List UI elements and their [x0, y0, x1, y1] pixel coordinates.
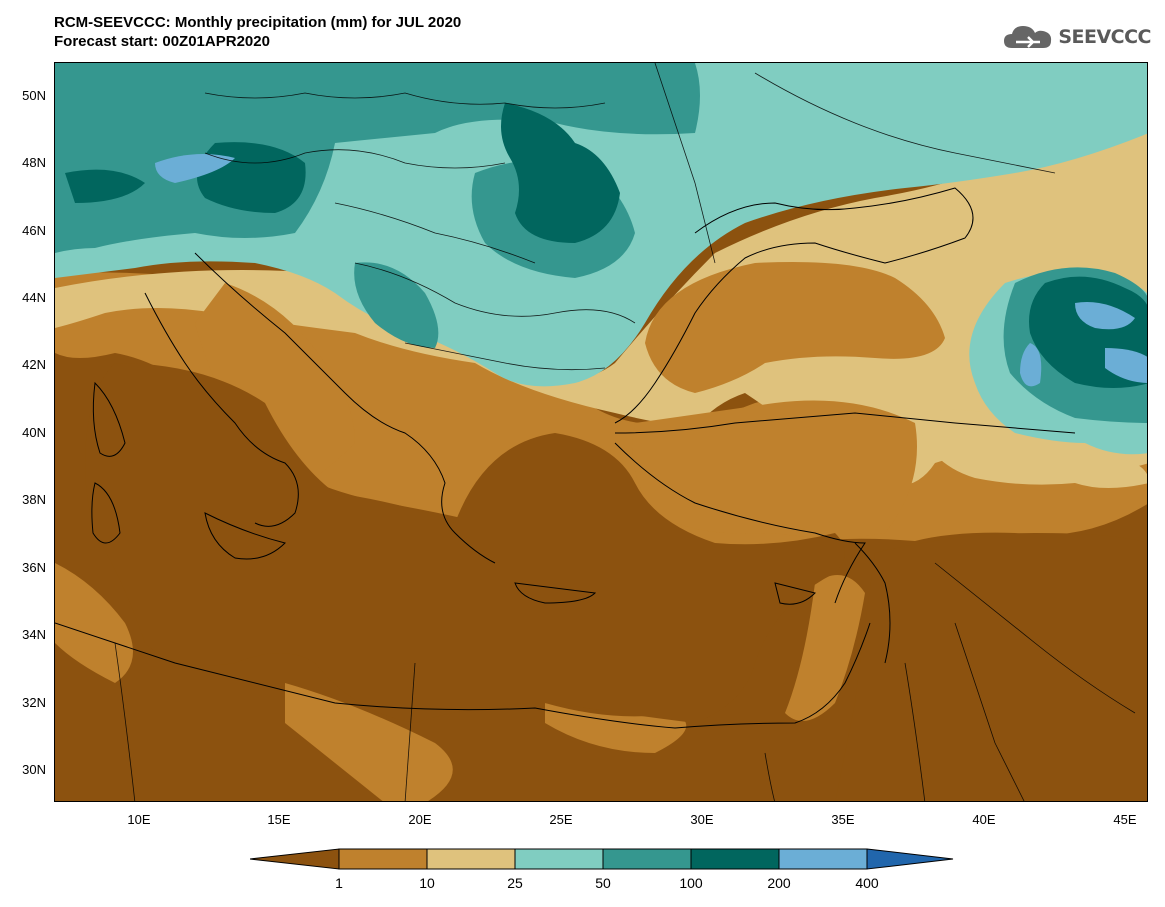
legend-label: 400 — [855, 875, 879, 891]
lon-label: 20E — [408, 812, 432, 827]
lon-label: 40E — [972, 812, 996, 827]
precipitation-map — [54, 62, 1148, 802]
legend-swatch-200-400 — [778, 848, 868, 870]
zone-200-400 — [1020, 343, 1042, 387]
lon-label: 15E — [267, 812, 291, 827]
legend-label: 50 — [595, 875, 611, 891]
zone-50-100 — [55, 63, 700, 253]
coastlines — [55, 187, 1076, 729]
lat-label: 42N — [22, 357, 46, 372]
legend-swatch-100-200 — [690, 848, 780, 870]
zone-1-10-anatolia — [632, 400, 917, 538]
lat-label: 38N — [22, 492, 46, 507]
lat-label: 30N — [22, 762, 46, 777]
zone-1-10 — [785, 575, 865, 721]
lon-label: 35E — [831, 812, 855, 827]
legend-label: 100 — [679, 875, 703, 891]
logo-text: SEEVCCC — [1058, 26, 1151, 48]
lon-label: 45E — [1113, 812, 1137, 827]
lat-label: 48N — [22, 155, 46, 170]
title-line-1: RCM-SEEVCCC: Monthly precipitation (mm) … — [54, 14, 462, 31]
lon-label: 25E — [549, 812, 573, 827]
lat-label: 46N — [22, 223, 46, 238]
zone-50-100 — [354, 262, 439, 348]
title-line-2: Forecast start: 00Z01APR2020 — [54, 33, 270, 50]
legend-swatch-50-100 — [602, 848, 692, 870]
map-title: RCM-SEEVCCC: Monthly precipitation (mm) … — [54, 13, 461, 51]
zone-1-10 — [285, 683, 453, 801]
zone-1-10-blacksea — [645, 262, 945, 393]
cloud-icon — [1004, 26, 1052, 48]
legend-swatch-10-25 — [426, 848, 516, 870]
zone-below-1 — [835, 533, 1147, 801]
legend-label: 1 — [335, 875, 343, 891]
legend-swatch-25-50 — [514, 848, 604, 870]
zone-10-25 — [915, 409, 1147, 488]
lat-label: 34N — [22, 627, 46, 642]
lat-label: 50N — [22, 88, 46, 103]
legend-label: 10 — [419, 875, 435, 891]
zone-200-400 — [1075, 302, 1135, 330]
lat-label: 36N — [22, 560, 46, 575]
legend-label: 25 — [507, 875, 523, 891]
legend-swatch-1-10 — [338, 848, 428, 870]
legend-swatch-above-400 — [866, 848, 954, 870]
lon-label: 30E — [690, 812, 714, 827]
zone-1-10-italy — [195, 283, 355, 493]
color-legend: 1 10 25 50 100 200 400 — [250, 848, 954, 896]
zone-1-10 — [55, 563, 133, 683]
zone-10-25 — [55, 123, 1147, 486]
country-borders — [114, 63, 1136, 801]
lat-label: 32N — [22, 695, 46, 710]
legend-bar — [250, 848, 954, 870]
legend-swatch-below-1 — [250, 848, 340, 870]
zone-200-400 — [1105, 348, 1147, 383]
seevccc-logo: SEEVCCC — [1002, 22, 1151, 52]
lat-label: 40N — [22, 425, 46, 440]
lat-label: 44N — [22, 290, 46, 305]
zone-200-400 — [155, 154, 235, 183]
zone-100-200 — [65, 169, 145, 203]
lon-label: 10E — [127, 812, 151, 827]
zone-100-200 — [501, 103, 620, 243]
legend-label: 200 — [767, 875, 791, 891]
